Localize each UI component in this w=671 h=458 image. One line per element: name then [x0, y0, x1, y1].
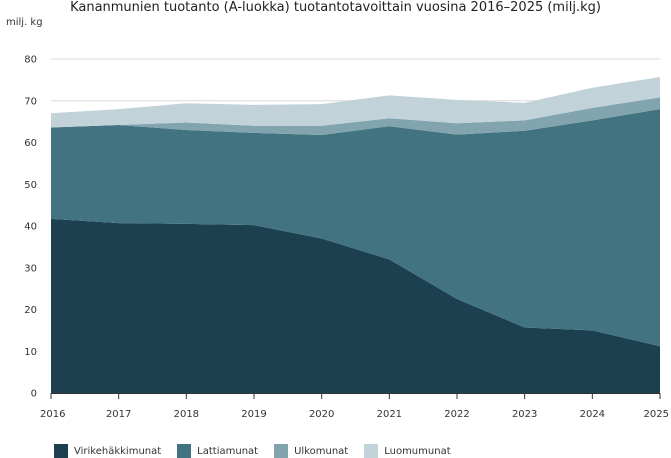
legend: Virikehäkkimunat Lattiamunat Ulkomunat Luom… — [54, 444, 451, 458]
y-axis-unit-label: milj. kg — [6, 17, 43, 28]
legend-label-virikeh-kkimunat: Virikehäkkimunat — [74, 445, 162, 457]
x-tick-label-2017: 2017 — [106, 409, 131, 420]
axes: 0 10 20 30 40 50 60 70 80 2016 2017 2018 2019 2020 202… — [24, 55, 669, 421]
area-series — [51, 76, 660, 393]
x-tick-label-2023: 2023 — [512, 409, 537, 420]
x-tick-label-2016: 2016 — [40, 409, 65, 420]
y-tick-label-80: 80 — [24, 55, 37, 66]
legend-item-luomumunat: Luomumunat — [364, 444, 451, 458]
y-tick-label-70: 70 — [24, 96, 37, 107]
legend-item-virikeh-kkimunat: Virikehäkkimunat — [54, 444, 161, 458]
x-tick-label-2018: 2018 — [174, 409, 199, 420]
area-series-ulkomunat — [51, 97, 660, 135]
area-series-luomumunat — [51, 76, 660, 128]
x-tick-label-2022: 2022 — [444, 409, 469, 420]
legend-swatch-ulkomunat — [274, 444, 289, 458]
area-series-virikeh-kkimunat — [51, 218, 660, 393]
y-tick-label-60: 60 — [24, 138, 37, 149]
y-tick-label-40: 40 — [24, 222, 37, 233]
x-tick-label-2021: 2021 — [377, 409, 402, 420]
y-tick-label-20: 20 — [24, 305, 37, 316]
legend-label-ulkomunat: Ulkomunat — [294, 445, 349, 457]
y-tick-label-0: 0 — [31, 389, 37, 400]
y-tick-label-30: 30 — [24, 263, 37, 274]
x-tick-label-2020: 2020 — [309, 409, 334, 420]
legend-label-luomumunat: Luomumunat — [384, 445, 451, 457]
x-tick-label-2025: 2025 — [644, 409, 669, 420]
area-series-lattiamunat — [51, 109, 660, 347]
legend-item-lattiamunat: Lattiamunat — [177, 444, 258, 458]
legend-swatch-lattiamunat — [177, 444, 192, 458]
y-tick-label-10: 10 — [24, 347, 37, 358]
x-tick-label-2019: 2019 — [241, 409, 266, 420]
legend-label-lattiamunat: Lattiamunat — [197, 445, 259, 457]
legend-swatch-virikeh-kkimunat — [54, 444, 68, 458]
y-tick-label-50: 50 — [24, 180, 37, 191]
chart-title: Kananmunien tuotanto (A-luokka) tuotanto… — [70, 0, 601, 15]
x-tick-label-2024: 2024 — [580, 409, 605, 420]
legend-item-ulkomunat: Ulkomunat — [274, 444, 348, 458]
legend-swatch-luomumunat — [364, 444, 379, 458]
